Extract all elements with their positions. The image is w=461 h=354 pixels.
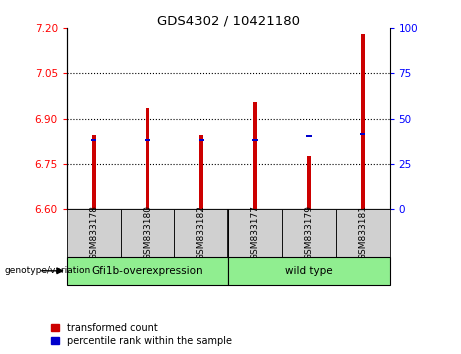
Bar	[199, 139, 204, 141]
Bar	[336, 209, 390, 257]
Text: GSM833177: GSM833177	[251, 205, 260, 260]
Bar	[360, 133, 365, 135]
Bar	[361, 34, 365, 209]
Text: genotype/variation: genotype/variation	[5, 266, 91, 275]
Text: GSM833179: GSM833179	[304, 205, 313, 260]
Bar	[228, 257, 390, 285]
Bar	[306, 135, 312, 137]
Bar	[146, 108, 149, 209]
Bar	[307, 156, 311, 209]
Bar	[91, 139, 96, 141]
Title: GDS4302 / 10421180: GDS4302 / 10421180	[157, 14, 300, 27]
Bar	[92, 135, 95, 209]
Bar	[121, 209, 174, 257]
Text: GSM833182: GSM833182	[197, 205, 206, 260]
Text: GSM833181: GSM833181	[358, 205, 367, 260]
Text: GSM833180: GSM833180	[143, 205, 152, 260]
Bar	[200, 135, 203, 209]
Bar	[253, 139, 258, 141]
Text: Gfi1b-overexpression: Gfi1b-overexpression	[92, 266, 203, 276]
Bar	[67, 257, 228, 285]
Text: GSM833178: GSM833178	[89, 205, 98, 260]
Bar	[67, 209, 121, 257]
Bar	[174, 209, 228, 257]
Bar	[228, 209, 282, 257]
Text: wild type: wild type	[285, 266, 333, 276]
Legend: transformed count, percentile rank within the sample: transformed count, percentile rank withi…	[51, 323, 231, 346]
Bar	[253, 102, 257, 209]
Bar	[282, 209, 336, 257]
Bar	[145, 139, 150, 141]
